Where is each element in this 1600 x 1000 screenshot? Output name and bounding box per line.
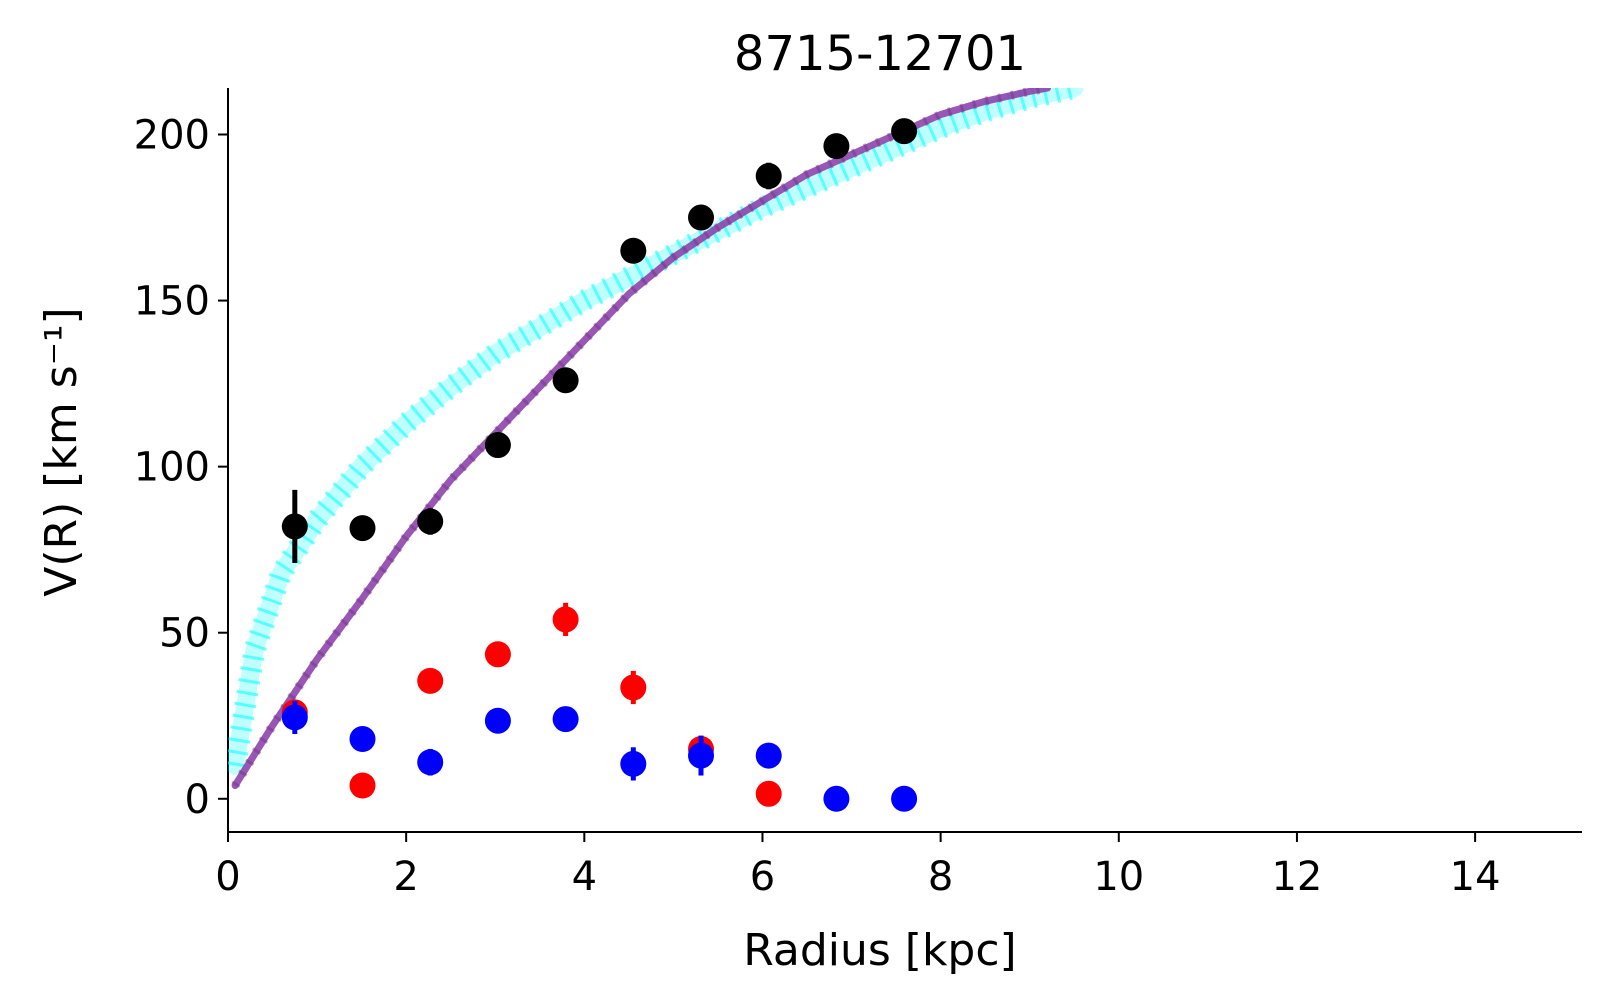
data-point bbox=[281, 704, 308, 731]
data-point bbox=[620, 674, 647, 701]
x-axis-label: Radius [kpc] bbox=[743, 925, 1016, 976]
data-point bbox=[891, 118, 918, 145]
data-point bbox=[417, 667, 444, 694]
y-tick-label: 200 bbox=[134, 113, 210, 159]
data-point bbox=[823, 133, 850, 160]
x-tick-label: 2 bbox=[393, 854, 418, 900]
data-point bbox=[891, 785, 918, 812]
y-tick-label: 150 bbox=[134, 279, 210, 325]
data-point bbox=[823, 785, 850, 812]
data-point bbox=[620, 750, 647, 777]
data-point bbox=[755, 780, 782, 807]
data-point bbox=[417, 749, 444, 776]
data-point bbox=[688, 204, 715, 231]
data-point bbox=[349, 772, 376, 799]
y-tick-label: 0 bbox=[185, 777, 210, 823]
y-axis-label: V(R) [km s⁻¹] bbox=[36, 307, 87, 596]
data-point bbox=[281, 513, 308, 540]
x-tick-label: 6 bbox=[750, 854, 775, 900]
data-point bbox=[484, 641, 511, 668]
x-tick-label: 14 bbox=[1450, 854, 1501, 900]
y-tick-label: 50 bbox=[159, 611, 210, 657]
data-point bbox=[552, 367, 579, 394]
y-tick-label: 100 bbox=[134, 445, 210, 491]
x-tick-label: 12 bbox=[1271, 854, 1322, 900]
model-curve-dotted bbox=[228, 88, 1077, 768]
chart-title: 8715-12701 bbox=[734, 26, 1026, 82]
data-point bbox=[620, 237, 647, 264]
x-tick-label: 0 bbox=[215, 854, 240, 900]
data-point bbox=[552, 606, 579, 633]
x-tick-label: 10 bbox=[1093, 854, 1144, 900]
plot-area: 0 2 4 6 8 10 12 14 0 50 100 150 200 bbox=[134, 88, 1582, 900]
data-point bbox=[484, 432, 511, 459]
data-point bbox=[755, 163, 782, 190]
x-tick-label: 8 bbox=[928, 854, 953, 900]
model-curve-line bbox=[231, 88, 1051, 789]
model-curve-band bbox=[228, 88, 1084, 775]
data-point bbox=[755, 742, 782, 769]
data-point bbox=[417, 508, 444, 535]
data-point bbox=[688, 742, 715, 769]
data-point bbox=[349, 515, 376, 542]
x-tick-label: 4 bbox=[572, 854, 597, 900]
data-point bbox=[552, 706, 579, 733]
data-point bbox=[349, 726, 376, 752]
data-point bbox=[484, 707, 511, 734]
